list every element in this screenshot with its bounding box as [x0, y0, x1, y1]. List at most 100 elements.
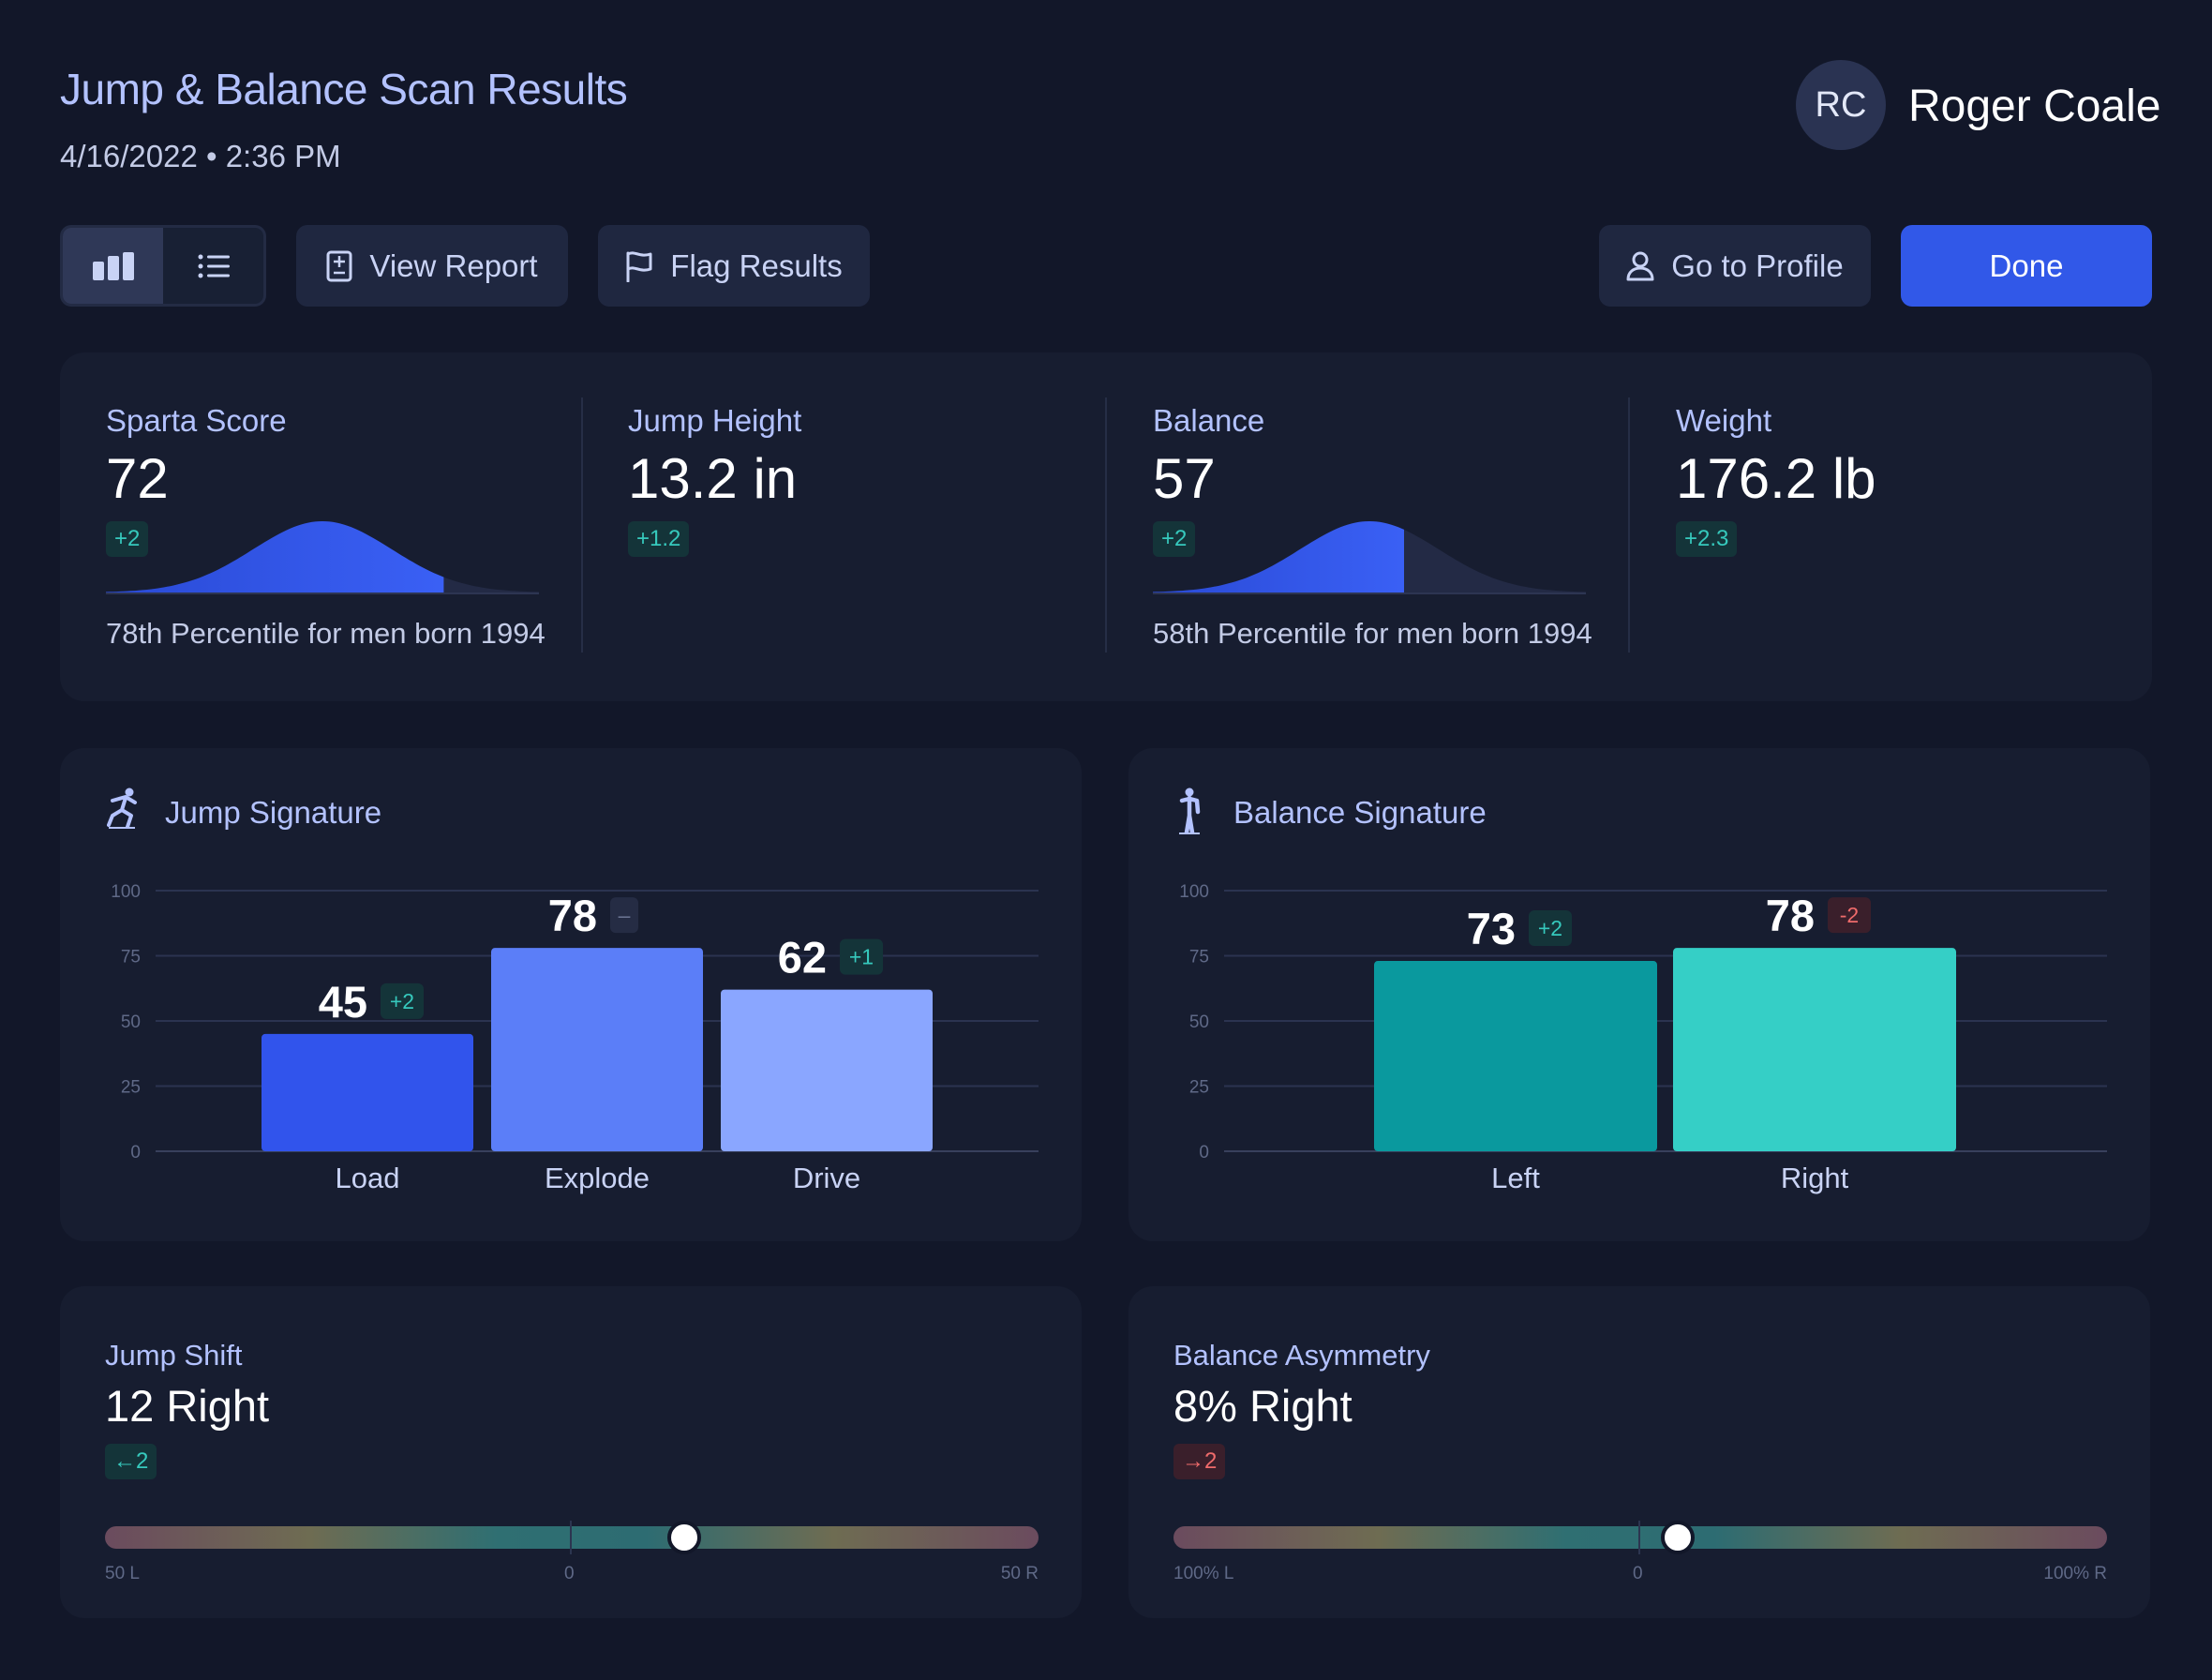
- stat-value: 57: [1153, 447, 1216, 510]
- balance-asymmetry-delta: →2: [1173, 1444, 1226, 1479]
- view-report-button[interactable]: View Report: [296, 225, 568, 307]
- jump-shift-track: [105, 1526, 1039, 1549]
- balance-asymmetry-card: Balance Asymmetry 8% Right →2 100% L 0 1…: [1128, 1286, 2150, 1618]
- stat-delta: +2.3: [1676, 521, 1738, 557]
- y-tick-label: 75: [121, 948, 141, 968]
- stat-delta: +2: [1153, 521, 1196, 557]
- y-tick-label: 25: [1189, 1078, 1209, 1098]
- stat-value: 176.2 lb: [1676, 447, 1876, 510]
- category-label: Load: [336, 1162, 400, 1194]
- percentile-text: 78th Percentile for men born 1994: [106, 617, 546, 650]
- user-icon: [1626, 251, 1654, 280]
- stat-label: Weight: [1676, 403, 1772, 438]
- bar-value-label: 45: [319, 977, 367, 1027]
- scan-date: 4/16/2022 • 2:36 PM: [60, 139, 341, 173]
- bar-delta-label: -2: [1840, 903, 1859, 927]
- view-report-label: View Report: [369, 248, 538, 283]
- bar-delta-badge: [381, 982, 424, 1019]
- percentile-fill: [1153, 521, 1404, 592]
- balance-asymmetry-label: Balance Asymmetry: [1173, 1339, 1430, 1372]
- go-to-profile-label: Go to Profile: [1671, 248, 1844, 283]
- jump-shift-value: 12 Right: [105, 1381, 270, 1431]
- jump-shift-card: Jump Shift 12 Right ←2 50 L 0 50 R: [60, 1286, 1082, 1618]
- scale-center-label: 0: [564, 1564, 575, 1583]
- category-label: Left: [1491, 1162, 1540, 1194]
- bar-delta-badge: [1828, 897, 1871, 934]
- flag-results-label: Flag Results: [670, 248, 843, 283]
- jumper-icon: [107, 788, 137, 829]
- avatar[interactable]: RC: [1796, 60, 1886, 150]
- stat-sparta-score: Sparta Score 72 +2 78th Percentile for m…: [106, 352, 575, 701]
- jump-signature-chart: 0 25 50 75 100 Load 45 +2 Explode 78 – Drive 62 +1: [111, 882, 1039, 1194]
- bar-load: [262, 1033, 473, 1151]
- bar-delta-label: +2: [390, 989, 414, 1013]
- user-name: Roger Coale: [1908, 82, 2161, 131]
- bar-delta-badge: [1529, 910, 1572, 947]
- stat-balance: Balance 57 +2 58th Percentile for men bo…: [1153, 352, 1622, 701]
- list-icon: [198, 254, 230, 278]
- chart-view-button[interactable]: [63, 228, 163, 304]
- bar-value-label: 78: [1766, 891, 1815, 940]
- y-tick-label: 100: [111, 882, 141, 902]
- stats-card: Sparta Score 72 +2 78th Percentile for m…: [60, 352, 2152, 701]
- y-tick-label: 75: [1189, 948, 1209, 968]
- divider: [1105, 398, 1107, 652]
- bar-delta-label: +1: [849, 945, 874, 969]
- percentile-curve: [1153, 521, 1586, 594]
- y-tick-label: 0: [1199, 1143, 1209, 1162]
- bar-delta-label: +2: [1538, 916, 1562, 940]
- stat-value: 72: [106, 447, 169, 510]
- scale-right-label: 50 R: [1000, 1564, 1039, 1583]
- balance-signature-card: Balance Signature 0 25 50 75 100 Left 73 +2 Righ…: [1128, 748, 2150, 1241]
- jump-signature-title: Jump Signature: [165, 795, 382, 830]
- divider: [581, 398, 583, 652]
- category-label: Right: [1781, 1162, 1849, 1194]
- balance-asymmetry-marker: [1660, 1521, 1695, 1554]
- view-toggle: [60, 225, 266, 307]
- balance-asymmetry-track: [1173, 1526, 2107, 1549]
- bar-delta-badge: [840, 938, 883, 975]
- jump-shift-label: Jump Shift: [105, 1339, 243, 1372]
- scale-left-label: 50 L: [105, 1564, 140, 1583]
- scale-center-label: 0: [1633, 1564, 1643, 1583]
- bar-left: [1374, 961, 1657, 1151]
- y-tick-label: 100: [1179, 882, 1209, 902]
- jump-signature-card: Jump Signature 0 25 50 75 100 Load 45 +2 Explode…: [60, 748, 1082, 1241]
- jump-shift-marker: [666, 1521, 701, 1554]
- bar-value-label: 62: [778, 933, 827, 982]
- percentile-text: 58th Percentile for men born 1994: [1153, 617, 1592, 650]
- bar-right: [1673, 948, 1956, 1151]
- standing-person-icon: [1179, 788, 1201, 834]
- stat-label: Balance: [1153, 403, 1265, 438]
- bar-explode: [491, 948, 703, 1151]
- y-tick-label: 50: [121, 1012, 141, 1032]
- flag-results-button[interactable]: Flag Results: [598, 225, 870, 307]
- bar-delta-badge: [610, 897, 638, 934]
- bar-value-label: 78: [548, 891, 597, 940]
- list-view-button[interactable]: [163, 228, 263, 304]
- stat-label: Jump Height: [628, 403, 802, 438]
- done-button[interactable]: Done: [1901, 225, 2152, 307]
- category-label: Drive: [793, 1162, 860, 1194]
- go-to-profile-button[interactable]: Go to Profile: [1599, 225, 1871, 307]
- track-center-mark: [1638, 1521, 1640, 1554]
- y-tick-label: 0: [130, 1143, 141, 1162]
- scale-right-label: 100% R: [2043, 1564, 2107, 1583]
- stat-value: 13.2 in: [628, 447, 798, 510]
- divider: [1628, 398, 1630, 652]
- stat-label: Sparta Score: [106, 403, 287, 438]
- stat-weight: Weight 176.2 lb +2.3: [1676, 352, 2107, 701]
- bar-chart-icon: [92, 251, 134, 280]
- percentile-curve: [106, 521, 539, 594]
- balance-signature-chart: 0 25 50 75 100 Left 73 +2 Right 78 -2: [1179, 882, 2107, 1194]
- percentile-fill: [106, 521, 444, 592]
- bar-drive: [721, 989, 933, 1151]
- stat-delta: +1.2: [628, 521, 690, 557]
- scale-left-label: 100% L: [1173, 1564, 1234, 1583]
- jump-shift-delta: ←2: [105, 1444, 157, 1479]
- bar-value-label: 73: [1467, 904, 1516, 953]
- bar-delta-label: –: [619, 903, 631, 927]
- track-center-mark: [570, 1521, 572, 1554]
- category-label: Explode: [545, 1162, 650, 1194]
- report-icon: [326, 250, 352, 281]
